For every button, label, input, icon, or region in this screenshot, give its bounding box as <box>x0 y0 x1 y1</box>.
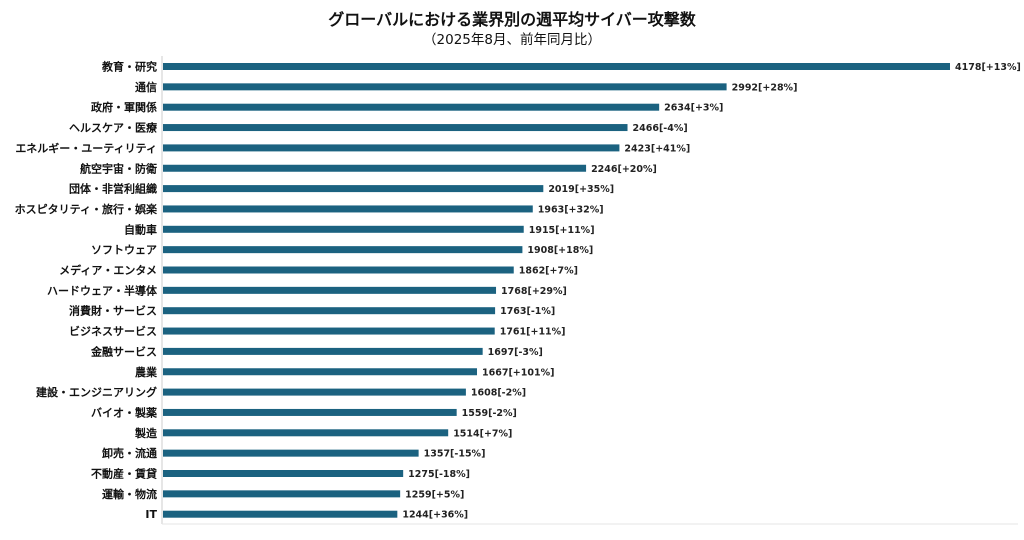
bar <box>163 124 628 132</box>
value-label: 1908[+18%] <box>527 245 593 256</box>
category-label: IT <box>145 508 157 521</box>
value-label: 2246[+20%] <box>591 164 657 175</box>
bar <box>163 63 950 70</box>
category-label: 通信 <box>135 80 157 94</box>
bar <box>163 327 495 335</box>
value-label: 1244[+36%] <box>402 510 468 521</box>
bar <box>163 185 544 193</box>
value-label: 1608[-2%] <box>471 388 526 399</box>
bar <box>163 510 398 518</box>
category-label: 金融サービス <box>90 344 157 358</box>
value-label: 1514[+7%] <box>453 428 512 439</box>
value-label: 1761[+11%] <box>500 327 566 338</box>
bar <box>163 164 587 172</box>
value-label: 1259[+5%] <box>405 489 464 500</box>
value-label: 2423[+41%] <box>624 143 690 154</box>
bar <box>163 368 478 376</box>
bar <box>163 225 524 233</box>
category-label: 製造 <box>134 426 158 440</box>
value-label: 1667[+101%] <box>482 367 554 378</box>
category-label: メディア・エンタメ <box>59 263 157 277</box>
bar <box>163 144 620 152</box>
bar <box>163 470 404 477</box>
category-label: ソフトウェア <box>91 244 157 257</box>
category-label: ハードウェア・半導体 <box>47 283 158 297</box>
bar <box>163 205 533 213</box>
chart-subtitle: （2025年8月、前年同月比） <box>423 32 601 48</box>
value-label: 2634[+3%] <box>664 103 723 114</box>
bar <box>163 490 401 498</box>
value-label: 1559[-2%] <box>462 408 517 419</box>
bar <box>163 388 466 396</box>
category-label: エネルギー・ユーティリティ <box>15 141 157 155</box>
category-label: 農業 <box>135 365 158 379</box>
value-label: 1275[-18%] <box>408 469 470 480</box>
bar <box>163 266 514 274</box>
bar <box>163 83 727 91</box>
category-label: 不動産・賃貸 <box>91 467 157 481</box>
category-label: 運輸・物流 <box>102 487 157 501</box>
value-label: 2466[-4%] <box>633 123 688 134</box>
category-label: 卸売・流通 <box>102 446 157 460</box>
chart-title: グローバルにおける業界別の週平均サイバー攻撃数 <box>328 10 696 29</box>
bar <box>163 286 497 294</box>
category-label: 政府・軍関係 <box>91 100 157 114</box>
value-label: 4178[+13%] <box>955 62 1021 73</box>
bar <box>163 429 449 437</box>
bar <box>163 408 457 416</box>
bar <box>163 307 496 315</box>
category-label: バイオ・製薬 <box>91 405 158 419</box>
bar <box>163 103 660 111</box>
category-label: 航空宇宙・防衛 <box>80 161 157 175</box>
bar <box>163 347 483 355</box>
bar <box>163 246 523 254</box>
category-label: ホスピタリティ・旅行・娯楽 <box>15 202 158 216</box>
value-label: 1915[+11%] <box>529 225 595 236</box>
value-label: 1357[-15%] <box>424 449 486 460</box>
category-label: 消費財・サービス <box>69 304 157 318</box>
value-label: 1763[-1%] <box>500 306 555 317</box>
category-label: ビジネスサービス <box>69 324 157 338</box>
value-label: 1963[+32%] <box>538 204 604 215</box>
bar <box>163 449 419 457</box>
category-label: 団体・非営利組織 <box>69 182 157 196</box>
value-label: 2992[+28%] <box>732 82 798 93</box>
value-label: 1697[-3%] <box>488 347 543 358</box>
category-label: 建設・エンジニアリング <box>36 385 157 399</box>
category-label: 教育・研究 <box>101 60 157 74</box>
category-label: 自動車 <box>124 222 157 236</box>
category-label: ヘルスケア・医療 <box>69 121 158 135</box>
value-label: 1862[+7%] <box>519 266 578 277</box>
value-label: 2019[+35%] <box>548 184 614 195</box>
value-label: 1768[+29%] <box>501 286 567 297</box>
